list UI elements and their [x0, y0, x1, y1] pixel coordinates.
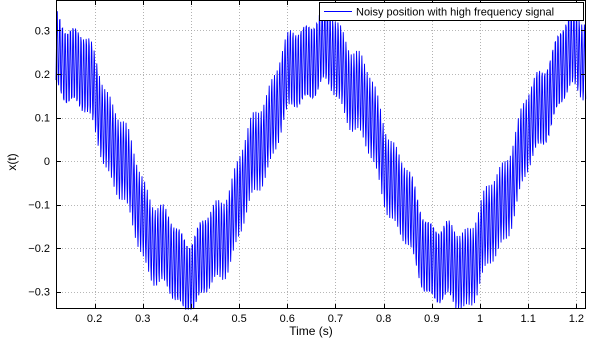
x-tick-label: 1	[477, 313, 483, 325]
y-tick-label: 0.1	[35, 113, 50, 125]
y-tick-label: 0.3	[35, 25, 50, 37]
axes-box	[56, 0, 586, 309]
x-tick-label: 0.6	[280, 313, 295, 325]
y-tick-label: 0	[44, 156, 50, 168]
x-tick-label: 0.7	[328, 313, 343, 325]
x-axis-label: Time (s)	[289, 324, 333, 338]
legend: Noisy position with high frequency signa…	[319, 2, 584, 21]
y-tick-label: −0.1	[28, 200, 50, 212]
series-layer	[55, 5, 587, 310]
x-tick-label: 0.9	[424, 313, 439, 325]
legend-box	[319, 2, 584, 21]
y-tick-label: −0.2	[28, 243, 50, 255]
x-tick-label: 0.4	[183, 313, 198, 325]
x-tick-labels: 0.2 0.3 0.4 0.5 0.6 0.7 0.8 0.9 1 1.1 1.2	[87, 313, 584, 325]
x-tick-label: 0.2	[87, 313, 102, 325]
x-tick-label: 0.5	[231, 313, 246, 325]
x-tick-label: 0.3	[135, 313, 150, 325]
y-tick-labels: −0.3 −0.2 −0.1 0 0.1 0.2 0.3	[28, 25, 50, 298]
x-tick-label: 1.1	[521, 313, 536, 325]
y-tick-label: −0.3	[28, 287, 50, 299]
y-tick-label: 0.2	[35, 69, 50, 81]
series-line-noisy-position	[55, 5, 587, 310]
x-tick-label: 0.8	[376, 313, 391, 325]
plot-area	[56, 0, 586, 309]
legend-label: Noisy position with high frequency signa…	[356, 7, 554, 19]
x-tick-label: 1.2	[569, 313, 584, 325]
y-axis-label: x(t)	[5, 153, 19, 170]
